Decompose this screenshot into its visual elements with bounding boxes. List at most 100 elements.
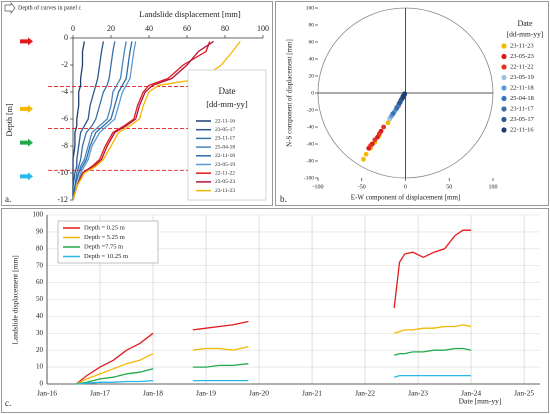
legend-label: 23-05-17 — [510, 116, 535, 123]
x-tick-label: Jan-22 — [355, 389, 375, 398]
y-tick-label: -40 — [307, 124, 315, 130]
y-tick-label: 20 — [309, 73, 315, 79]
scatter-point — [385, 120, 391, 126]
x-tick-label: Jan-16 — [37, 389, 57, 398]
x-axis-label: Landslide displacement [mm] — [139, 9, 241, 19]
legend-swatch — [501, 85, 507, 91]
y-axis-label: N-S component of displacement [mm] — [286, 39, 294, 147]
legend-label: 22-11-22 — [215, 170, 235, 176]
x-tick-label: 80 — [221, 24, 229, 33]
legend-box — [187, 69, 267, 201]
x-axis-label: Date [mm-yy] — [459, 397, 502, 406]
profile-line — [72, 41, 116, 201]
x-tick-label: 100 — [489, 184, 498, 190]
legend-label: 23-11-23 — [510, 42, 534, 49]
y-tick-label: 90 — [36, 228, 44, 236]
x-tick-label: 0 — [71, 24, 75, 33]
y-tick-label: 40 — [36, 312, 44, 320]
x-tick-label: 60 — [183, 24, 191, 33]
x-tick-label: -50 — [358, 184, 366, 190]
legend-swatch — [501, 64, 507, 70]
legend-swatch — [501, 74, 507, 81]
series-line — [75, 324, 472, 385]
x-tick-label: -100 — [313, 184, 324, 190]
y-tick-label: 30 — [36, 329, 44, 337]
x-tick-label: Jan-21 — [302, 389, 322, 398]
scatter-point — [390, 111, 396, 116]
x-tick-label: 0 — [404, 184, 407, 190]
series-line — [76, 374, 472, 385]
series-line — [75, 229, 472, 385]
depth-marker-arrow — [20, 172, 33, 181]
scatter-point — [372, 137, 378, 143]
legend-swatch — [501, 43, 507, 49]
y-tick-label: -12 — [57, 195, 68, 204]
x-tick-label: Jan-17 — [90, 389, 110, 398]
y-tick-label: 80 — [309, 22, 315, 28]
legend-label: 22-11-16 — [215, 118, 235, 124]
legend-label: Depth = 5.25 m — [84, 234, 125, 241]
series-line — [76, 347, 472, 385]
y-tick-label: 70 — [36, 261, 44, 269]
scatter-point — [368, 143, 373, 149]
legend-arrow-icon — [4, 2, 16, 14]
y-tick-label: 100 — [33, 211, 44, 219]
y-tick-label: -2 — [61, 60, 68, 69]
legend-label: Depth =7.75 m — [84, 243, 123, 250]
panel-c-frame — [1, 208, 549, 413]
legend-label: 23-11-17 — [510, 105, 534, 112]
depth-marker-arrow — [20, 37, 33, 46]
legend-swatch — [501, 95, 507, 102]
profile-line — [72, 41, 127, 201]
scatter-point — [376, 131, 382, 137]
scatter-point — [402, 91, 408, 97]
legend-label: 23-11-23 — [215, 188, 235, 194]
y-axis-label: Depth [m] — [5, 103, 14, 136]
x-axis-label: E-W component of displacement [mm] — [351, 194, 461, 202]
depth-marker-arrow — [20, 138, 33, 147]
profile-line — [72, 41, 137, 201]
legend-subtitle: [dd-mm-yy] — [507, 30, 544, 39]
x-tick-label: Jan-23 — [408, 389, 428, 398]
panel-label: a. — [5, 194, 11, 204]
y-tick-label: -20 — [307, 107, 315, 113]
scatter-point — [381, 124, 387, 130]
y-tick-label: -60 — [307, 141, 315, 147]
legend-swatch — [501, 127, 507, 133]
legend-label: 25-04-18 — [510, 95, 534, 102]
scatter-point — [361, 156, 366, 162]
y-tick-label: 20 — [36, 346, 44, 354]
panel-a-frame — [1, 1, 273, 206]
legend-label: 22-11-22 — [510, 63, 534, 70]
x-tick-label: 100 — [257, 24, 269, 33]
legend-title: Date — [219, 86, 236, 96]
y-tick-label: 60 — [309, 39, 315, 45]
x-tick-label: Jan-20 — [249, 389, 269, 398]
y-tick-label: -100 — [304, 175, 314, 181]
profile-line — [72, 41, 86, 200]
legend-label: Depth = 10.25 m — [84, 253, 128, 260]
x-tick-label: Jan-24 — [461, 389, 481, 398]
y-tick-label: 0 — [311, 90, 314, 96]
scatter-point — [394, 105, 400, 111]
legend-label: 22-11-16 — [510, 126, 534, 133]
x-tick-label: 20 — [107, 24, 115, 33]
y-tick-label: 0 — [40, 380, 44, 388]
legend-label: 23-05-23 — [215, 179, 235, 185]
x-tick-label: 40 — [145, 24, 153, 33]
y-tick-label: 80 — [36, 244, 44, 252]
legend-title: Date — [517, 19, 533, 28]
y-tick-label: 10 — [36, 363, 44, 371]
legend-label: 23-05-19 — [510, 74, 534, 81]
x-tick-label: 50 — [446, 184, 452, 190]
y-tick-label: -80 — [307, 158, 315, 164]
y-tick-label: 100 — [306, 5, 315, 11]
y-tick-label: -4 — [61, 87, 68, 96]
profile-line — [72, 40, 214, 201]
x-tick-label: Jan-18 — [143, 389, 163, 398]
y-tick-label: -6 — [61, 114, 68, 123]
legend-label: 23-05-23 — [510, 53, 534, 60]
legend-swatch — [501, 116, 507, 123]
legend-label: 25-04-18 — [215, 144, 235, 150]
